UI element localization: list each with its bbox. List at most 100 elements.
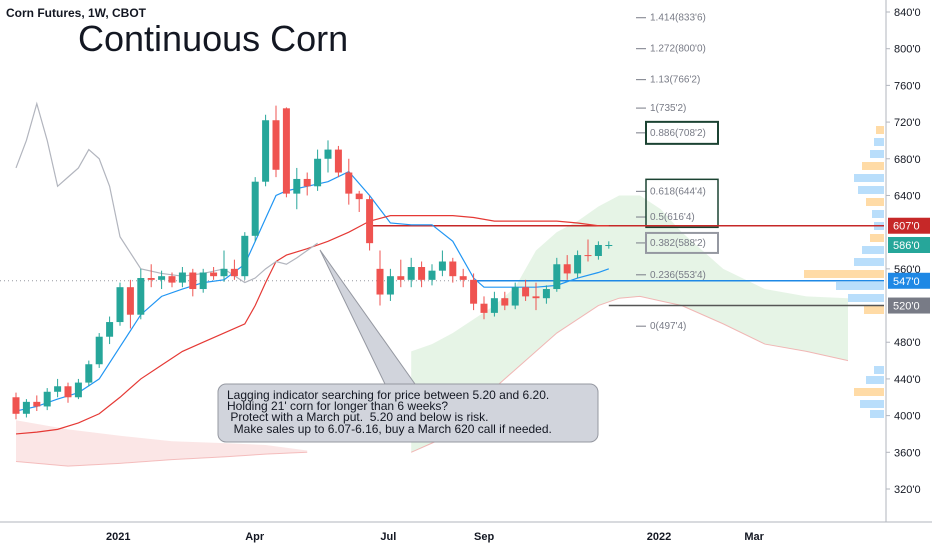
candle-body: [272, 120, 280, 170]
callout-line-4: Make sales up to 6.07-6.16, buy a March …: [227, 422, 552, 436]
price-tick-label: 320'0: [894, 484, 921, 496]
candle-body: [386, 276, 394, 295]
candle-body: [542, 289, 550, 299]
volume-profile-bar: [874, 138, 884, 146]
price-tag-label: 547'0: [893, 276, 920, 288]
candle-body: [85, 364, 93, 383]
candle-body: [574, 255, 582, 274]
candle-body: [345, 172, 353, 194]
volume-profile-bar: [872, 210, 884, 218]
ichimoku-cloud-red: [16, 420, 308, 467]
candle-body: [428, 270, 436, 280]
callout-line-1: Lagging indicator searching for price be…: [227, 388, 549, 402]
candle-body: [355, 193, 363, 200]
callout: Lagging indicator searching for price be…: [217, 249, 599, 443]
time-tick-label: Jul: [380, 531, 396, 543]
price-tick-label: 640'0: [894, 190, 921, 202]
volume-profile-bar: [804, 270, 884, 278]
candle-body: [43, 391, 51, 407]
candle-body: [199, 272, 207, 290]
candle-body: [54, 386, 62, 392]
chart-annotation-title: Continuous Corn: [78, 18, 349, 59]
callout-line-2: Holding 21' corn for longer than 6 weeks…: [227, 399, 448, 413]
volume-profile-bar: [870, 410, 884, 418]
candle-body: [64, 386, 72, 398]
candle-body: [449, 261, 457, 277]
volume-profile-bar: [866, 376, 884, 384]
candle-body: [210, 272, 218, 277]
time-tick-label: Sep: [474, 531, 494, 543]
candle-body: [366, 199, 374, 244]
candle-body: [168, 276, 176, 283]
symbol-line: Corn Futures, 1W, CBOT: [6, 6, 147, 20]
time-tick-label: Mar: [744, 531, 764, 543]
volume-profile-bar: [876, 126, 884, 134]
fib-box-886: [645, 120, 719, 145]
volume-profile-bar: [864, 306, 884, 314]
volume-profile-bar: [858, 186, 884, 194]
candle-body: [241, 235, 249, 277]
candle-body: [532, 296, 540, 299]
candle-body: [605, 244, 613, 246]
price-tag-label: 520'0: [893, 301, 920, 313]
candle-body: [12, 397, 20, 414]
price-tick-label: 680'0: [894, 154, 921, 166]
candle-body: [262, 120, 270, 182]
candle-body: [126, 287, 134, 315]
price-tag: [888, 217, 930, 234]
volume-profile: [804, 126, 884, 418]
candle-body: [418, 267, 426, 280]
volume-profile-bar: [836, 282, 884, 290]
candle-body: [553, 264, 561, 290]
fib-level-label: 1.272(800'0): [650, 44, 706, 55]
candle-body: [293, 178, 301, 194]
callout-box: [217, 383, 599, 443]
fib-level-label: 0.236(553'4): [650, 270, 706, 281]
candle-body: [116, 287, 124, 323]
candle-body: [33, 401, 41, 407]
price-tick-label: 720'0: [894, 117, 921, 129]
volume-profile-bar: [874, 366, 884, 374]
volume-profile-bar: [854, 174, 884, 182]
candle-body: [522, 287, 530, 297]
candle-body: [106, 322, 114, 337]
candle-body: [324, 149, 332, 159]
candle-body: [584, 255, 592, 257]
fib-level-label: 1.414(833'6): [650, 13, 706, 24]
volume-profile-bar: [870, 234, 884, 242]
candle-body: [511, 287, 519, 306]
candle-body: [594, 244, 602, 257]
candle-body: [407, 267, 415, 280]
candle-body: [303, 178, 311, 187]
volume-profile-bar: [862, 246, 884, 254]
candle-body: [282, 108, 290, 194]
price-tick-label: 760'0: [894, 80, 921, 92]
callout-line-3: Protect with a March put. 5.20 and below…: [227, 410, 488, 424]
price-tick-label: 400'0: [894, 411, 921, 423]
indicator-line: [15, 215, 609, 435]
fib-level-label: 1(735'2): [650, 103, 686, 114]
candle-body: [334, 149, 342, 173]
volume-profile-bar: [866, 198, 884, 206]
candle-body: [470, 279, 478, 304]
price-tick-label: 440'0: [894, 374, 921, 386]
candle-body: [220, 268, 228, 277]
candle-body: [251, 181, 259, 236]
price-tick-label: 840'0: [894, 7, 921, 19]
volume-profile-bar: [870, 150, 884, 158]
price-tick-label: 360'0: [894, 447, 921, 459]
candle-body: [189, 272, 197, 290]
fib-level-label: 0(497'4): [650, 321, 686, 332]
candle-body: [480, 303, 488, 313]
candle-body: [490, 298, 498, 313]
fib-level-label: 0.5(616'4): [650, 212, 695, 223]
candle-body: [376, 268, 384, 295]
candle-body: [137, 278, 145, 315]
volume-profile-bar: [848, 294, 884, 302]
candle-body: [230, 268, 238, 277]
ichimoku-cloud-red-edge: [15, 451, 308, 467]
time-tick-label: 2022: [647, 531, 671, 543]
candle-body: [147, 278, 155, 280]
